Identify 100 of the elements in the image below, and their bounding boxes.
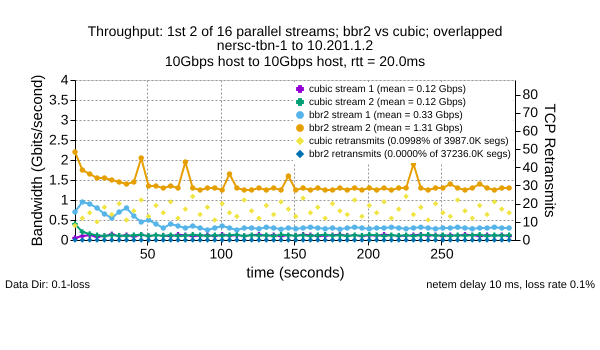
point — [102, 211, 108, 217]
point — [80, 215, 86, 221]
point — [448, 181, 453, 187]
point — [264, 224, 270, 230]
point — [212, 217, 218, 223]
point — [308, 237, 314, 243]
point — [337, 237, 343, 243]
point — [484, 212, 490, 218]
point — [476, 181, 482, 187]
point — [160, 237, 166, 243]
point — [366, 237, 372, 243]
point — [168, 221, 174, 227]
point — [292, 214, 298, 220]
point — [352, 224, 358, 230]
point — [396, 185, 402, 191]
point — [86, 210, 92, 216]
point — [454, 237, 460, 243]
point — [286, 173, 292, 179]
point — [330, 237, 336, 243]
y2-tick-label: 40 — [522, 158, 538, 175]
point — [308, 224, 314, 230]
chart-title: Throughput: 1st 2 of 16 parallel streams; bbr2 vs cubic; overlapped — [88, 23, 502, 39]
point — [182, 159, 188, 165]
point — [286, 237, 292, 243]
point — [418, 185, 424, 191]
point — [492, 224, 498, 230]
point — [197, 212, 203, 218]
point — [388, 215, 394, 221]
y-tick-label: 3.5 — [49, 92, 69, 108]
point — [153, 183, 159, 189]
point — [219, 200, 225, 206]
point — [344, 187, 350, 193]
point — [153, 237, 159, 243]
point — [344, 237, 350, 243]
point — [359, 225, 365, 231]
y-axis-title: Bandwidth (Gbits/second) — [29, 74, 46, 246]
point — [153, 221, 159, 227]
point — [219, 187, 225, 193]
point — [270, 237, 276, 243]
point — [315, 204, 321, 210]
point — [366, 202, 372, 208]
point — [462, 237, 468, 243]
point — [146, 183, 152, 189]
point — [153, 202, 159, 208]
point — [492, 199, 498, 205]
point — [366, 185, 372, 191]
point — [278, 226, 284, 232]
point — [300, 195, 306, 201]
y2-tick-label: 20 — [522, 195, 538, 212]
text: netem delay 10 ms, loss rate 0.1% — [426, 279, 596, 291]
point — [432, 200, 438, 206]
point — [175, 215, 181, 221]
point — [308, 210, 314, 216]
point — [506, 237, 512, 243]
legend-label: cubic retransmits (0.0998% of 3987.0K segs) — [309, 136, 509, 147]
point — [160, 185, 166, 191]
point — [425, 187, 431, 193]
point — [418, 204, 424, 210]
point — [131, 237, 137, 243]
point — [102, 175, 108, 181]
point — [344, 212, 350, 218]
point — [410, 212, 416, 218]
point — [116, 200, 122, 206]
point — [462, 208, 468, 214]
point — [138, 155, 144, 161]
chart-subtitle: nersc-tbn-1 to 10.201.1.2 10Gbps host to 10Gbps host, rtt = 20.0ms — [164, 37, 426, 69]
point — [506, 225, 512, 231]
legend-label: bbr2 retransmits (0.0000% of 37236.0K segs) — [309, 149, 511, 160]
point — [94, 175, 100, 181]
point — [322, 215, 328, 221]
point — [116, 237, 122, 243]
y-tick-label: 0 — [60, 232, 69, 248]
point — [403, 185, 409, 191]
point — [432, 185, 438, 191]
point — [248, 208, 254, 214]
point — [264, 187, 270, 193]
point — [330, 200, 336, 206]
point — [454, 185, 460, 191]
point — [492, 187, 498, 193]
point — [168, 183, 174, 189]
point — [234, 185, 240, 191]
point — [131, 213, 137, 219]
point — [344, 225, 350, 231]
point — [286, 206, 292, 212]
point — [352, 197, 358, 203]
point — [264, 202, 270, 208]
point — [476, 225, 482, 231]
point — [484, 237, 490, 243]
point — [330, 225, 336, 231]
y-tick-label: 0.5 — [49, 212, 69, 228]
point — [330, 187, 336, 193]
point — [308, 187, 314, 193]
point — [432, 226, 438, 232]
point — [337, 208, 343, 214]
point — [226, 171, 232, 177]
point — [352, 185, 358, 191]
point — [470, 226, 476, 232]
point — [146, 237, 152, 243]
point — [160, 210, 166, 216]
point — [212, 237, 218, 243]
